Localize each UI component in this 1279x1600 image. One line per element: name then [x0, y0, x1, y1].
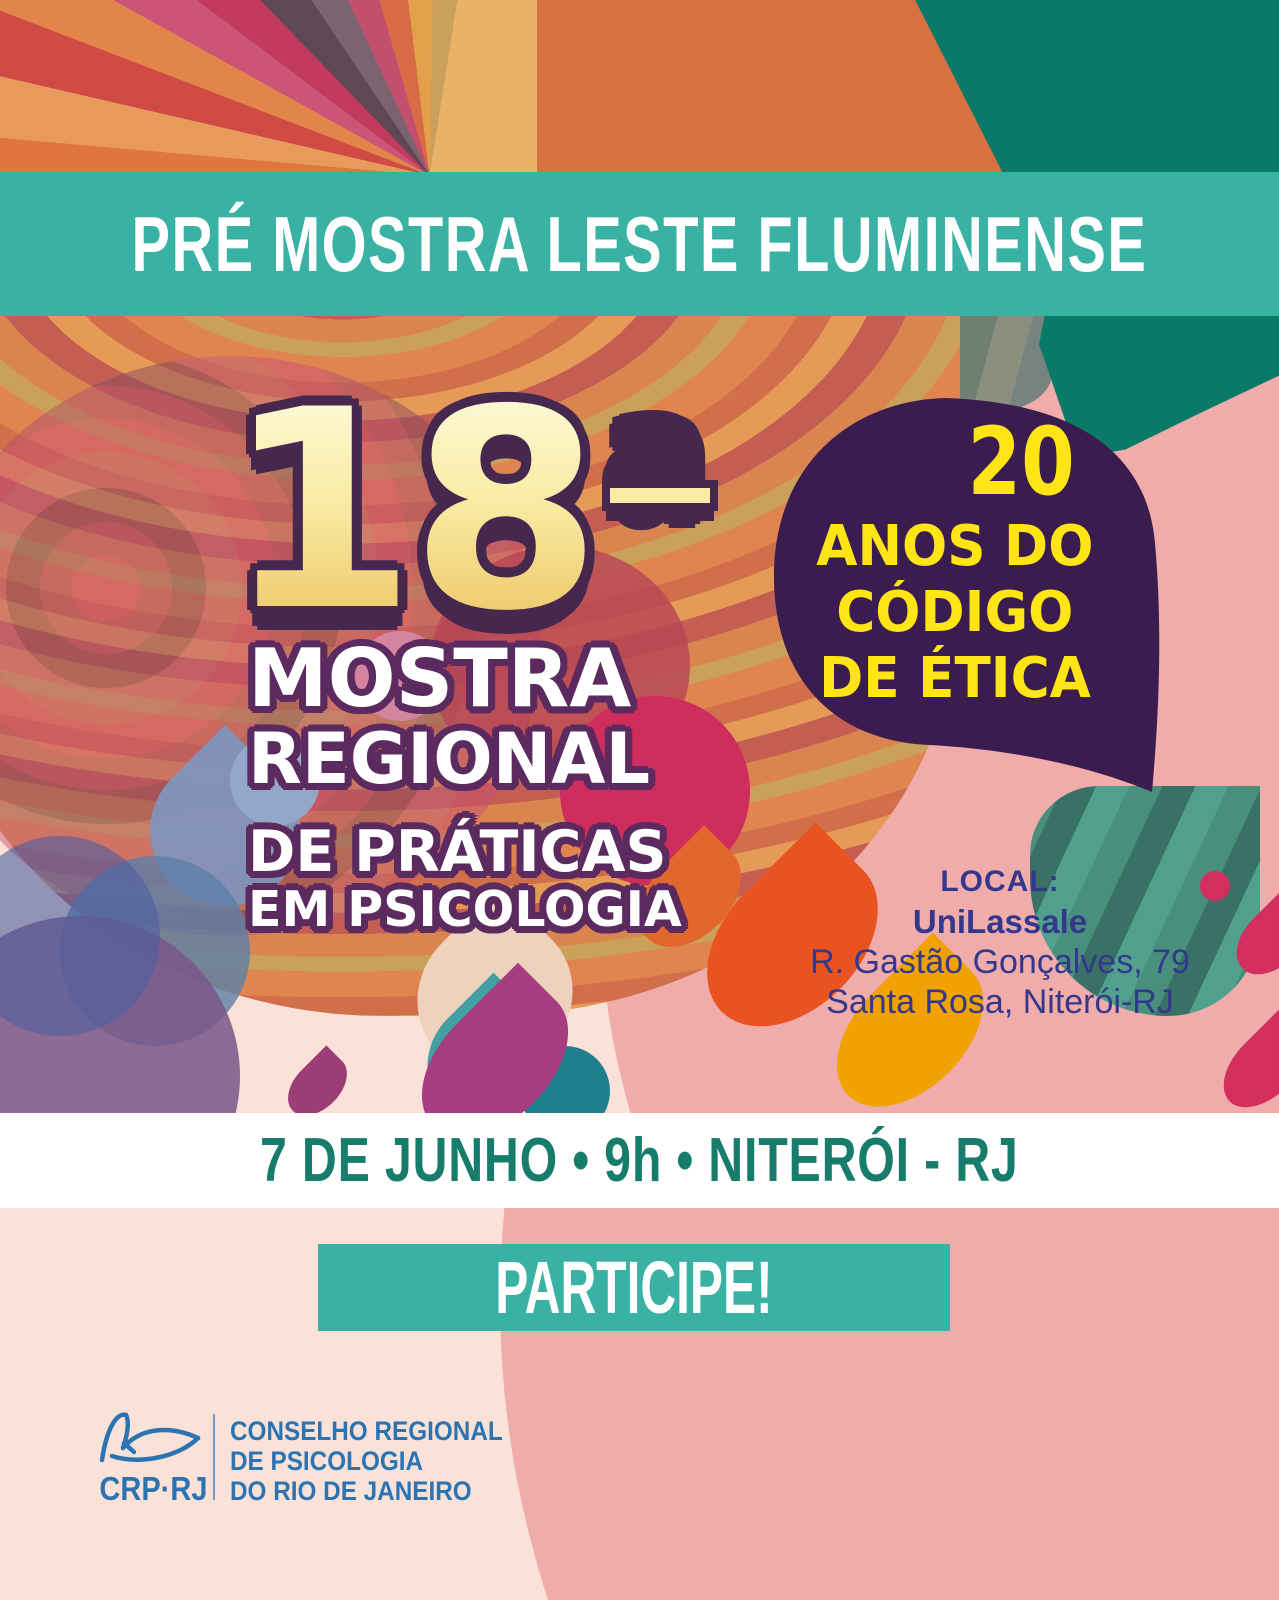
art-drop: [276, 1045, 359, 1113]
participate-label: PARTICIPE!: [495, 1246, 773, 1329]
warm-fan-artwork: [0, 0, 537, 172]
edition-number-outline: 18a: [225, 374, 707, 649]
subtitle-line-1: DE PRÁTICAS: [248, 819, 667, 885]
badge-anniversary-number: 20: [967, 408, 1075, 517]
participate-button[interactable]: PARTICIPE!: [318, 1244, 950, 1331]
crp-rj-logo: CRP·RJ CONSELHO REGIONAL DE PSICOLOGIA D…: [92, 1408, 503, 1518]
badge-line-2: ANOS DO: [816, 514, 1094, 579]
event-title: MOSTRA REGIONAL DE PRÁTICAS EM PSICOLOGI…: [248, 638, 682, 936]
location-address: R. Gastão Gonçalves, 79: [810, 943, 1190, 981]
location-label: LOCAL:: [940, 865, 1060, 898]
bottom-area: PARTICIPE! CRP·RJ CONSELHO REGIONAL DE P…: [0, 1208, 1279, 1600]
art-circle: [1200, 871, 1230, 901]
logo-divider: [213, 1414, 215, 1500]
org-name-line-1: CONSELHO REGIONAL: [230, 1416, 503, 1446]
logo-acronym: CRP·RJ: [99, 1470, 208, 1507]
title-line-1: MOSTRA: [248, 632, 632, 725]
badge-line-4: DE ÉTICA: [819, 646, 1091, 711]
date-text: 7 DE JUNHO • 9h • NITERÓI - RJ: [260, 1126, 1019, 1195]
art-circle: [230, 736, 320, 826]
badge-line-3: CÓDIGO: [836, 580, 1074, 645]
top-art-band: [0, 0, 1279, 172]
main-art-area: 18a 18a MOSTRA REGIONAL DE PRÁTICAS EM P…: [0, 316, 1279, 1113]
date-band: 7 DE JUNHO • 9h • NITERÓI - RJ: [0, 1113, 1279, 1208]
logo-org-name: CONSELHO REGIONAL DE PSICOLOGIA DO RIO D…: [230, 1416, 533, 1506]
bird-mountain-icon: [99, 1412, 201, 1463]
location-block: LOCAL: UniLassale R. Gastão Gonçalves, 7…: [810, 862, 1190, 1022]
badge-anniversary-text: ANOS DO CÓDIGO DE ÉTICA: [795, 514, 1115, 712]
ordinal-underline: [609, 488, 710, 503]
edition-number-fill: 18a: [225, 374, 710, 649]
speech-bubble-shape: [773, 398, 1160, 792]
org-name-line-2: DE PSICOLOGIA: [230, 1446, 424, 1476]
subtitle-line-2: EM PSICOLOGIA: [248, 881, 682, 938]
pre-title-band: PRÉ MOSTRA LESTE FLUMINENSE: [0, 172, 1279, 316]
pre-title-text: PRÉ MOSTRA LESTE FLUMINENSE: [131, 199, 1148, 288]
location-venue: UniLassale: [912, 903, 1088, 940]
location-district: Santa Rosa, Niterói-RJ: [826, 983, 1174, 1021]
art-circle: [355, 631, 445, 721]
edition-number: 18a 18a: [225, 374, 785, 704]
art-circle: [0, 836, 160, 1036]
org-name-line-3: DO RIO DE JANEIRO: [230, 1476, 472, 1506]
title-line-2: REGIONAL: [248, 718, 651, 800]
